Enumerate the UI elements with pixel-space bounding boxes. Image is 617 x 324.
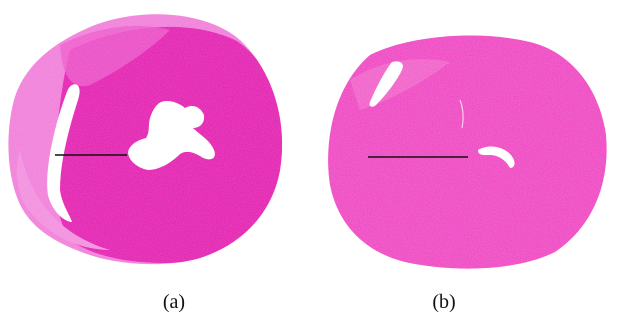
- heart-section-a: [0, 0, 300, 280]
- tissue-image-b: [328, 35, 607, 269]
- right-ventricle-cavity-a: [47, 84, 80, 222]
- heart-section-b: [310, 0, 617, 280]
- tissue-image-a: [8, 14, 283, 265]
- panel-caption-a: (a): [162, 291, 186, 313]
- right-ventricle-cavity-b: [369, 61, 403, 107]
- left-ventricle-cavity-a: [128, 101, 215, 170]
- left-ventricle-cavity-b: [478, 146, 515, 168]
- panel-caption-b: (b): [432, 291, 456, 313]
